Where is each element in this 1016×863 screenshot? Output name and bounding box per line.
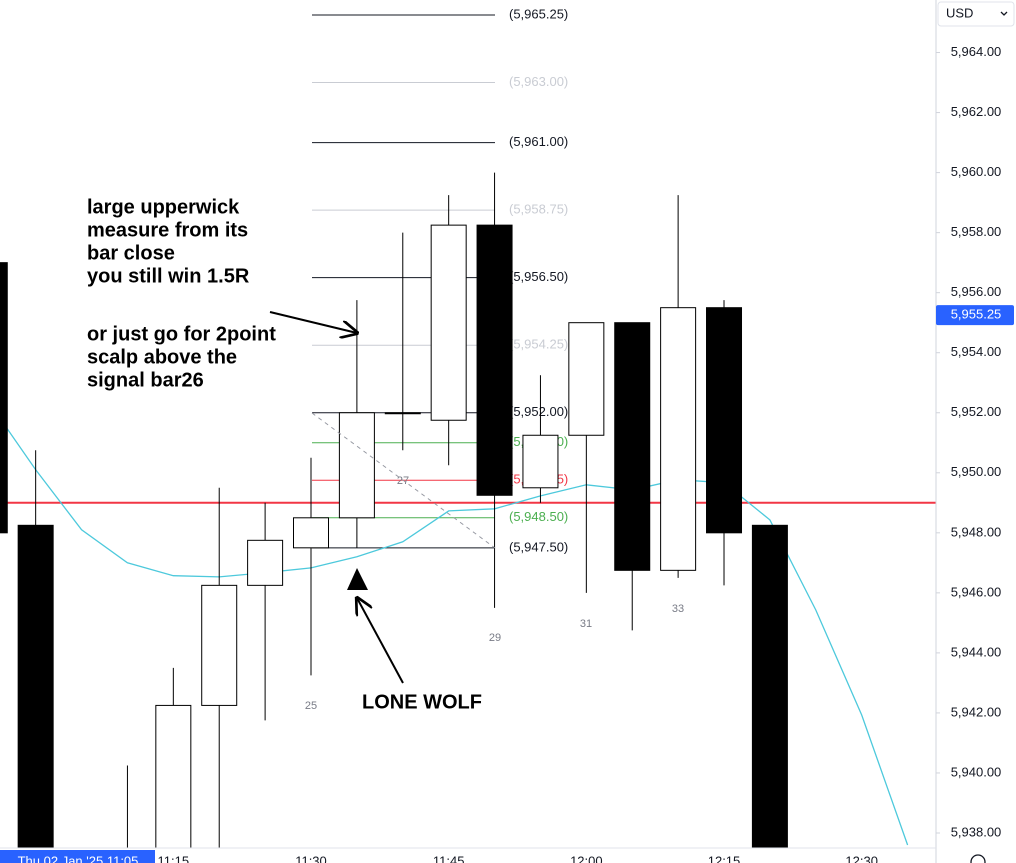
annotation: scalp above the <box>87 346 237 368</box>
bar-number: 29 <box>489 632 501 644</box>
bar-number: 31 <box>580 618 592 630</box>
candle-body <box>522 434 559 489</box>
x-tick-label: 12:15 <box>708 853 741 863</box>
x-tick-label: 12:00 <box>570 853 603 863</box>
y-tick-label: 5,948.00 <box>951 524 1002 539</box>
annotation: measure from its <box>87 219 248 241</box>
tool-level-label: (5,952.00) <box>509 404 568 419</box>
dropdown-caret[interactable] <box>1000 11 1008 16</box>
bar-number: 33 <box>672 603 684 615</box>
arrow <box>357 598 404 684</box>
x-tick-label: 11:15 <box>158 853 190 863</box>
candle-body <box>201 584 238 706</box>
y-tick-label: 5,960.00 <box>951 164 1002 179</box>
annotation: or just go for 2point <box>87 323 276 345</box>
signal-triangle <box>347 568 368 590</box>
annotation: you still win 1.5R <box>87 265 250 287</box>
annotation: large upperwick <box>87 196 240 218</box>
tool-level-label: (5,961.00) <box>509 134 568 149</box>
y-tick-label: 5,944.00 <box>951 644 1002 659</box>
candle-body <box>706 307 743 534</box>
tool-diagonal <box>311 412 496 549</box>
tool-level-label: (5,948.50) <box>509 509 568 524</box>
annotation: signal bar26 <box>87 369 204 391</box>
crosshair-time-tag <box>0 850 155 863</box>
settings-icon[interactable] <box>970 854 986 863</box>
crosshair-time-label: Thu 02 Jan '25 11:05 <box>18 853 139 863</box>
y-tick-label: 5,946.00 <box>951 584 1002 599</box>
candle-body <box>338 412 375 519</box>
candle-body <box>384 412 421 415</box>
candle-body <box>614 322 651 571</box>
y-tick-label: 5,950.00 <box>951 464 1002 479</box>
tool-level-label: (5,954.25) <box>509 337 568 352</box>
x-tick-label: 11:30 <box>295 853 327 863</box>
candle-body <box>430 224 467 421</box>
tool-level-label: (5,947.50) <box>509 539 568 554</box>
candle-body <box>155 704 192 848</box>
tool-level-label: (5,956.50) <box>509 269 568 284</box>
ema-line <box>0 417 909 846</box>
annotation: bar close <box>87 242 175 264</box>
candle-body <box>476 224 513 496</box>
x-tick-label: 11:45 <box>433 853 465 863</box>
y-tick-label: 5,952.00 <box>951 404 1002 419</box>
currency-label[interactable]: USD <box>946 5 973 20</box>
y-tick-label: 5,940.00 <box>951 764 1002 779</box>
axes: 5,964.00 5,962.00 5,960.00 5,958.00 5,956.00… <box>0 44 1014 863</box>
y-tick-label: 5,954.00 <box>951 344 1002 359</box>
candle-body <box>568 322 605 436</box>
currency-select[interactable]: USD <box>937 1 1015 27</box>
bar-number: 25 <box>305 700 317 712</box>
y-tick-label: 5,964.00 <box>951 44 1002 59</box>
candle-body <box>293 517 329 549</box>
arrow <box>269 311 357 333</box>
currency-button[interactable] <box>937 1 1015 27</box>
tool-level-label: (5,963.00) <box>509 74 568 89</box>
tool-level-label: (5,965.25) <box>509 6 568 21</box>
x-tick-label: 12:30 <box>845 853 878 863</box>
candle-body <box>17 524 54 848</box>
last-price-label: 5,955.25 <box>951 307 1002 322</box>
candle-body <box>751 524 788 848</box>
y-tick-label: 5,938.00 <box>951 824 1002 839</box>
last-price-tag <box>936 305 1014 326</box>
candle-body <box>247 539 284 586</box>
y-tick-label: 5,958.00 <box>951 224 1002 239</box>
y-tick-label: 5,956.00 <box>951 284 1002 299</box>
bar-number: 27 <box>397 475 409 487</box>
y-tick-label: 5,942.00 <box>951 704 1002 719</box>
annotation: LONE WOLF <box>362 691 482 713</box>
candle-body <box>0 262 8 534</box>
candle-body <box>660 307 697 571</box>
tool-level-label: (5,958.75) <box>509 202 568 217</box>
y-tick-label: 5,962.00 <box>951 104 1002 119</box>
plot-area: (5,965.25) (5,963.00) (5,961.00) (5,958.75)… <box>0 6 936 848</box>
